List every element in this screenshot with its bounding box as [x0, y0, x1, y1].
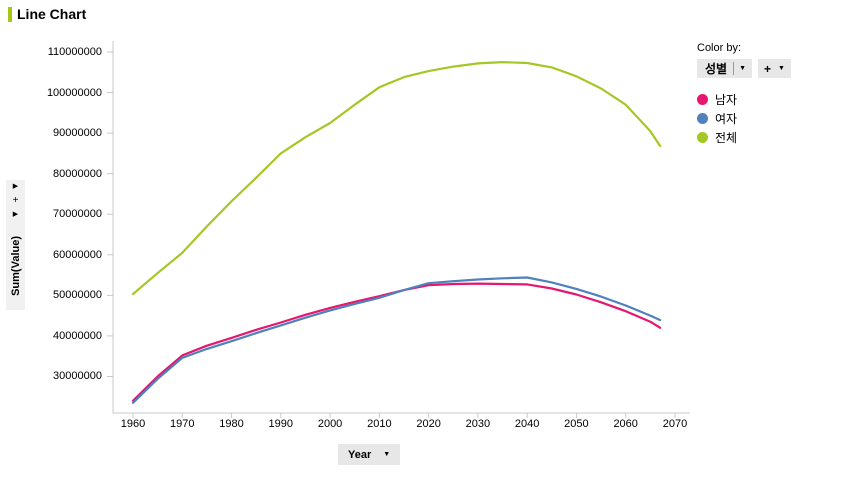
- legend-color-dot-icon: [697, 132, 708, 143]
- x-tick-label: 2040: [514, 418, 540, 430]
- legend-item[interactable]: 남자: [697, 90, 847, 109]
- x-tick-label: 1980: [219, 418, 244, 430]
- y-tick-label: 80000000: [53, 167, 102, 180]
- x-tick-label: 2030: [465, 418, 491, 430]
- chevron-down-icon: ▼: [383, 451, 391, 458]
- line-series[interactable]: [131, 276, 662, 404]
- y-tick-label: 60000000: [53, 248, 102, 261]
- x-tick-label: 1990: [268, 418, 294, 430]
- x-tick-label: 1970: [170, 418, 195, 430]
- chevron-down-icon: ▼: [739, 65, 747, 72]
- x-tick-label: 2060: [613, 418, 638, 430]
- y-axis-range-arrow-top-button[interactable]: ▶: [7, 180, 24, 194]
- y-tick-label: 30000000: [53, 370, 102, 383]
- color-by-dropdown[interactable]: 성별 ▼: [697, 59, 753, 78]
- x-tick-label: 2020: [416, 418, 441, 430]
- legend-item[interactable]: 여자: [697, 109, 847, 128]
- x-axis-label: Year: [348, 448, 372, 461]
- plot-area[interactable]: [105, 41, 690, 418]
- y-tick-label: 50000000: [53, 289, 102, 302]
- legend-item-label: 여자: [715, 112, 738, 126]
- line-series[interactable]: [131, 282, 662, 402]
- title-accent-bar: [8, 6, 12, 22]
- y-tick-label: 110000000: [47, 46, 102, 58]
- x-tick-label: 2070: [662, 418, 688, 430]
- legend-controls: 성별 ▼ + ▼: [697, 59, 847, 78]
- legend-color-dot-icon: [697, 113, 708, 124]
- color-by-value: 성별: [705, 62, 728, 76]
- y-axis-range-arrow-bottom-button[interactable]: ▶: [7, 208, 24, 222]
- legend-item-label: 전체: [715, 131, 738, 145]
- x-tick-label: 1960: [120, 418, 146, 430]
- plus-icon: +: [764, 61, 772, 76]
- dropdown-divider: [733, 62, 735, 75]
- color-by-label: Color by:: [697, 42, 742, 54]
- y-axis-controls: ▶ + ▶ Sum(Value): [6, 180, 25, 310]
- y-tick-label: 90000000: [53, 127, 102, 140]
- chevron-down-icon: ▼: [778, 65, 785, 72]
- add-color-rule-button[interactable]: + ▼: [758, 59, 791, 78]
- y-tick-label: 40000000: [53, 329, 102, 342]
- x-tick-label: 2000: [317, 418, 343, 430]
- y-tick-label: 70000000: [53, 208, 102, 221]
- legend-color-dot-icon: [697, 94, 708, 105]
- x-axis-tick-labels: 1960 1970 1980 1990 2000 2010 2020 2030 2040 2050…: [105, 418, 690, 432]
- line-series[interactable]: [131, 61, 662, 296]
- legend-item[interactable]: 전체: [697, 128, 847, 147]
- y-axis-tick-labels: 110000000 100000000 90000000 80000000 700000…: [28, 41, 102, 418]
- chart-header: Line Chart: [8, 6, 86, 22]
- page-title: Line Chart: [17, 6, 87, 22]
- x-tick-label: 2010: [367, 418, 392, 430]
- y-axis-selector[interactable]: Sum(Value): [10, 222, 22, 310]
- y-tick-label: 100000000: [46, 86, 102, 99]
- x-tick-label: 2050: [564, 418, 589, 430]
- y-axis-label: Sum(Value): [9, 236, 22, 296]
- y-axis-plus-button[interactable]: +: [7, 194, 24, 208]
- legend-item-label: 남자: [715, 93, 738, 107]
- x-axis-selector[interactable]: Year ▼: [338, 444, 401, 465]
